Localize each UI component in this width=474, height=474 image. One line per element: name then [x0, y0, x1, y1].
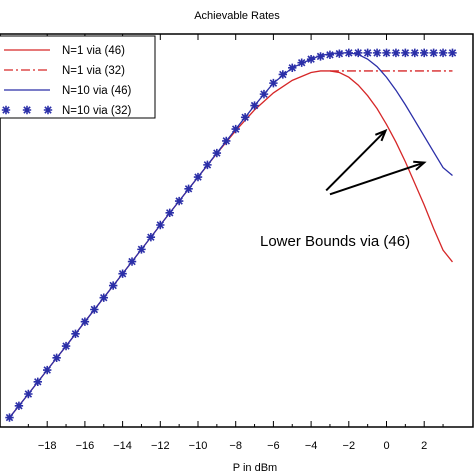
- marker-point: [222, 136, 231, 146]
- marker-point: [259, 89, 269, 99]
- marker-point: [165, 208, 174, 218]
- x-tick-label: −12: [151, 440, 170, 452]
- x-tick-label: 2: [421, 440, 427, 452]
- marker-point: [354, 48, 363, 58]
- legend-label-4: N=10 via (32): [62, 105, 132, 117]
- x-tick-label: −16: [76, 440, 95, 452]
- marker-point: [24, 389, 33, 399]
- marker-point: [52, 353, 61, 363]
- marker-point: [278, 70, 288, 79]
- marker-point: [43, 105, 53, 115]
- marker-point: [5, 413, 14, 422]
- series-layer: [5, 48, 457, 422]
- annotation-arrow-2: [329, 161, 425, 196]
- x-tick-label: 0: [383, 440, 389, 452]
- marker-point: [14, 401, 24, 410]
- marker-point: [420, 48, 429, 58]
- marker-point: [118, 269, 127, 278]
- marker-point: [438, 48, 448, 58]
- plot-frame: [0, 33, 474, 428]
- series-4: [5, 48, 457, 422]
- marker-point: [156, 220, 165, 230]
- marker-point: [306, 54, 316, 64]
- marker-point: [288, 63, 297, 72]
- marker-point: [250, 101, 259, 110]
- marker-point: [401, 48, 410, 58]
- marker-point: [137, 245, 146, 254]
- x-tick-label: −14: [113, 440, 132, 452]
- marker-point: [297, 58, 306, 67]
- marker-point: [193, 172, 203, 182]
- marker-point: [344, 48, 353, 58]
- marker-point: [269, 78, 278, 88]
- marker-point: [335, 49, 344, 58]
- marker-point: [146, 232, 156, 242]
- marker-point: [127, 257, 137, 266]
- marker-point: [325, 50, 335, 60]
- annotation-layer: Lower Bounds via (46): [260, 128, 427, 250]
- marker-point: [71, 329, 80, 339]
- marker-point: [448, 48, 457, 58]
- legend-label-3: N=10 via (46): [62, 85, 132, 97]
- x-tick-label: −6: [267, 440, 280, 452]
- legend: N=1 via (46) N=1 via (32) N=10 via (46) N=1…: [0, 35, 156, 119]
- annotation-arrow-1: [325, 129, 387, 192]
- marker-point: [316, 52, 325, 61]
- marker-point: [33, 377, 42, 387]
- marker-point: [203, 160, 212, 170]
- marker-point: [372, 48, 382, 58]
- marker-point: [410, 48, 419, 58]
- marker-point: [43, 365, 52, 375]
- marker-point: [1, 105, 11, 115]
- marker-point: [174, 196, 184, 206]
- marker-point: [212, 148, 222, 158]
- annotation-text: Lower Bounds via (46): [260, 233, 410, 250]
- legend-label-2: N=1 via (32): [62, 65, 125, 77]
- x-tick-label: −2: [343, 440, 356, 452]
- annotation-arrowhead-2: [413, 160, 427, 171]
- x-tick-label: −4: [305, 440, 318, 452]
- x-tick-label: −18: [38, 440, 57, 452]
- marker-point: [231, 124, 240, 134]
- marker-point: [184, 184, 193, 194]
- marker-point: [429, 48, 438, 58]
- marker-point: [240, 113, 250, 122]
- chart-title: Achievable Rates: [194, 10, 280, 22]
- x-tick-label: −10: [189, 440, 208, 452]
- marker-point: [363, 48, 372, 58]
- legend-label-1: N=1 via (46): [62, 45, 125, 57]
- annotation-arrowhead-1: [374, 128, 388, 142]
- marker-point: [382, 48, 391, 58]
- marker-point: [99, 293, 108, 302]
- marker-point: [22, 105, 32, 115]
- x-axis: −18 −16 −14 −12 −10 −8 −6 −4 −2 0 2: [27, 34, 444, 452]
- marker-point: [391, 48, 401, 58]
- x-axis-label: P in dBm: [233, 462, 277, 474]
- marker-point: [90, 305, 99, 314]
- marker-point: [80, 317, 90, 326]
- marker-point: [108, 281, 118, 290]
- marker-point: [61, 341, 71, 351]
- x-tick-label: −8: [229, 440, 242, 452]
